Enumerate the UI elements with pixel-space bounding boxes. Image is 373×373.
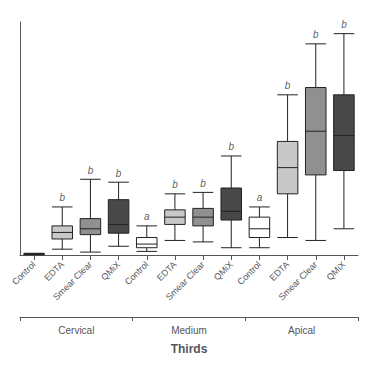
- svg-text:b: b: [172, 179, 178, 190]
- svg-text:Apical: Apical: [288, 325, 315, 336]
- svg-text:Smear Clear: Smear Clear: [51, 259, 94, 302]
- svg-text:EDTA: EDTA: [155, 259, 179, 283]
- svg-text:a: a: [257, 192, 263, 203]
- svg-text:Control: Control: [235, 259, 263, 287]
- svg-text:b: b: [88, 165, 94, 176]
- svg-text:QMiX: QMiX: [212, 259, 235, 282]
- svg-text:EDTA: EDTA: [42, 259, 66, 283]
- svg-text:QMiX: QMiX: [324, 259, 347, 282]
- svg-text:b: b: [116, 168, 122, 179]
- svg-text:b: b: [341, 19, 347, 30]
- svg-text:Control: Control: [123, 259, 151, 287]
- svg-text:Medium: Medium: [171, 325, 207, 336]
- svg-text:Control: Control: [10, 259, 38, 287]
- svg-text:b: b: [200, 178, 206, 189]
- svg-text:b: b: [285, 80, 291, 91]
- svg-text:a: a: [144, 211, 150, 222]
- svg-text:Smear Clear: Smear Clear: [277, 259, 320, 302]
- svg-text:EDTA: EDTA: [268, 259, 292, 283]
- svg-text:Thirds: Thirds: [171, 342, 208, 356]
- svg-text:QMiX: QMiX: [99, 259, 122, 282]
- svg-text:Smear Clear: Smear Clear: [164, 259, 207, 302]
- svg-text:b: b: [228, 141, 234, 152]
- svg-text:Cervical: Cervical: [58, 325, 94, 336]
- svg-text:b: b: [313, 29, 319, 40]
- svg-text:b: b: [59, 192, 65, 203]
